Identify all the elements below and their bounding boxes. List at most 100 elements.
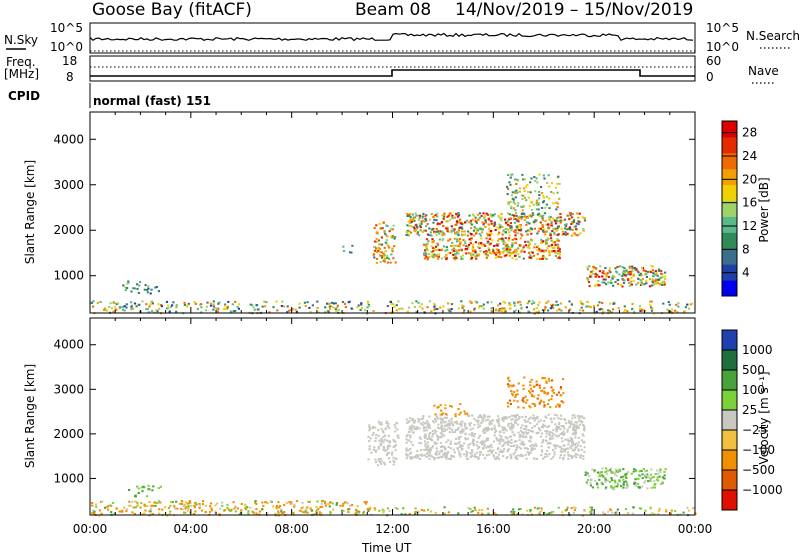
- power-cell: [488, 238, 491, 241]
- velocity-cell: [466, 451, 469, 454]
- power-cell: [629, 273, 632, 276]
- velocity-cell: [583, 426, 586, 429]
- power-cell: [529, 214, 532, 217]
- power-cell: [609, 271, 612, 274]
- velocity-cell: [288, 501, 291, 504]
- power-ylabel: Slant Range [km]: [23, 160, 37, 264]
- velocity-cell: [555, 428, 558, 431]
- velocity-cell: [413, 456, 416, 459]
- power-cell: [420, 222, 423, 225]
- velocity-cell: [573, 509, 577, 512]
- nave-label: Nave: [748, 64, 779, 78]
- power-cell: [384, 250, 387, 253]
- power-cell: [431, 246, 435, 249]
- power-cell: [475, 253, 478, 255]
- velocity-cell: [409, 427, 412, 430]
- velocity-cell: [492, 455, 495, 458]
- power-cell: [373, 249, 376, 252]
- velocity-cell: [512, 508, 515, 511]
- velocity-cell: [582, 457, 585, 460]
- velocity-cell: [583, 446, 586, 449]
- velocity-cell: [167, 506, 170, 509]
- power-cell: [547, 309, 550, 312]
- velocity-cell: [274, 512, 277, 515]
- power-cell: [427, 256, 430, 259]
- velocity-cell: [524, 435, 527, 438]
- velocity-cell: [513, 510, 516, 513]
- power-cell: [136, 287, 139, 290]
- power-cell: [537, 249, 540, 252]
- power-cell: [617, 279, 620, 282]
- power-cell: [508, 237, 511, 240]
- power-cell: [521, 198, 524, 200]
- power-cell: [630, 277, 633, 279]
- velocity-cell: [482, 442, 485, 445]
- velocity-cell: [377, 459, 380, 462]
- power-cell: [643, 283, 646, 286]
- power-cell: [481, 305, 484, 308]
- power-cell: [464, 221, 467, 224]
- velocity-cell: [486, 439, 489, 442]
- power-cell: [165, 300, 169, 303]
- velocity-cell: [386, 507, 389, 510]
- power-cell: [440, 221, 444, 224]
- power-cell: [502, 243, 505, 246]
- velocity-cell: [529, 406, 532, 409]
- power-cell: [552, 192, 555, 195]
- velocity-cell: [527, 453, 530, 456]
- power-cell: [650, 265, 653, 267]
- velocity-cell: [650, 468, 653, 471]
- power-cell: [432, 250, 435, 253]
- power-cell: [455, 238, 459, 241]
- power-cell: [556, 206, 559, 209]
- velocity-cell: [507, 443, 510, 446]
- velocity-cell: [537, 420, 540, 423]
- power-cell: [537, 227, 540, 230]
- velocity-cell: [445, 456, 448, 459]
- power-cell: [556, 227, 559, 230]
- velocity-cell: [187, 504, 190, 507]
- velocity-cell: [432, 420, 435, 423]
- power-cell: [545, 242, 548, 245]
- velocity-cell: [584, 471, 587, 474]
- power-cell: [175, 304, 178, 307]
- power-cell: [391, 250, 394, 253]
- power-cell: [506, 250, 509, 253]
- velocity-cell: [364, 502, 368, 505]
- velocity-cell: [571, 449, 575, 452]
- power-cell: [470, 223, 473, 226]
- power-cell: [123, 309, 126, 312]
- velocity-cell: [429, 432, 432, 434]
- velocity-cell: [487, 512, 490, 515]
- velocity-cell: [377, 445, 380, 448]
- power-cell: [382, 221, 385, 224]
- power-cell: [477, 245, 480, 248]
- velocity-cell: [507, 422, 510, 425]
- power-cell: [529, 255, 532, 258]
- velocity-cell: [562, 425, 565, 427]
- power-cell: [474, 241, 477, 244]
- power-cell: [457, 252, 460, 255]
- power-cell: [154, 286, 157, 289]
- power-cell: [508, 234, 511, 237]
- velocity-cell: [489, 444, 492, 447]
- velocity-cell: [588, 506, 591, 509]
- velocity-cell: [93, 510, 96, 513]
- velocity-cell: [473, 417, 476, 420]
- power-cell: [474, 300, 477, 303]
- power-cell: [549, 232, 552, 235]
- power-cell: [372, 253, 376, 256]
- power-cell: [616, 265, 619, 268]
- power-cell: [252, 306, 255, 309]
- velocity-cell: [610, 470, 613, 473]
- power-cell: [498, 309, 501, 312]
- velocity-cell: [475, 451, 478, 454]
- velocity-colorbar-swatch: [722, 410, 737, 431]
- cpid-value: normal (fast) 151: [93, 94, 211, 108]
- power-cell: [138, 303, 141, 306]
- velocity-cell: [582, 424, 585, 426]
- velocity-cell: [524, 420, 527, 423]
- power-cell: [224, 303, 227, 306]
- velocity-cell: [211, 509, 214, 512]
- velocity-cell: [245, 505, 248, 508]
